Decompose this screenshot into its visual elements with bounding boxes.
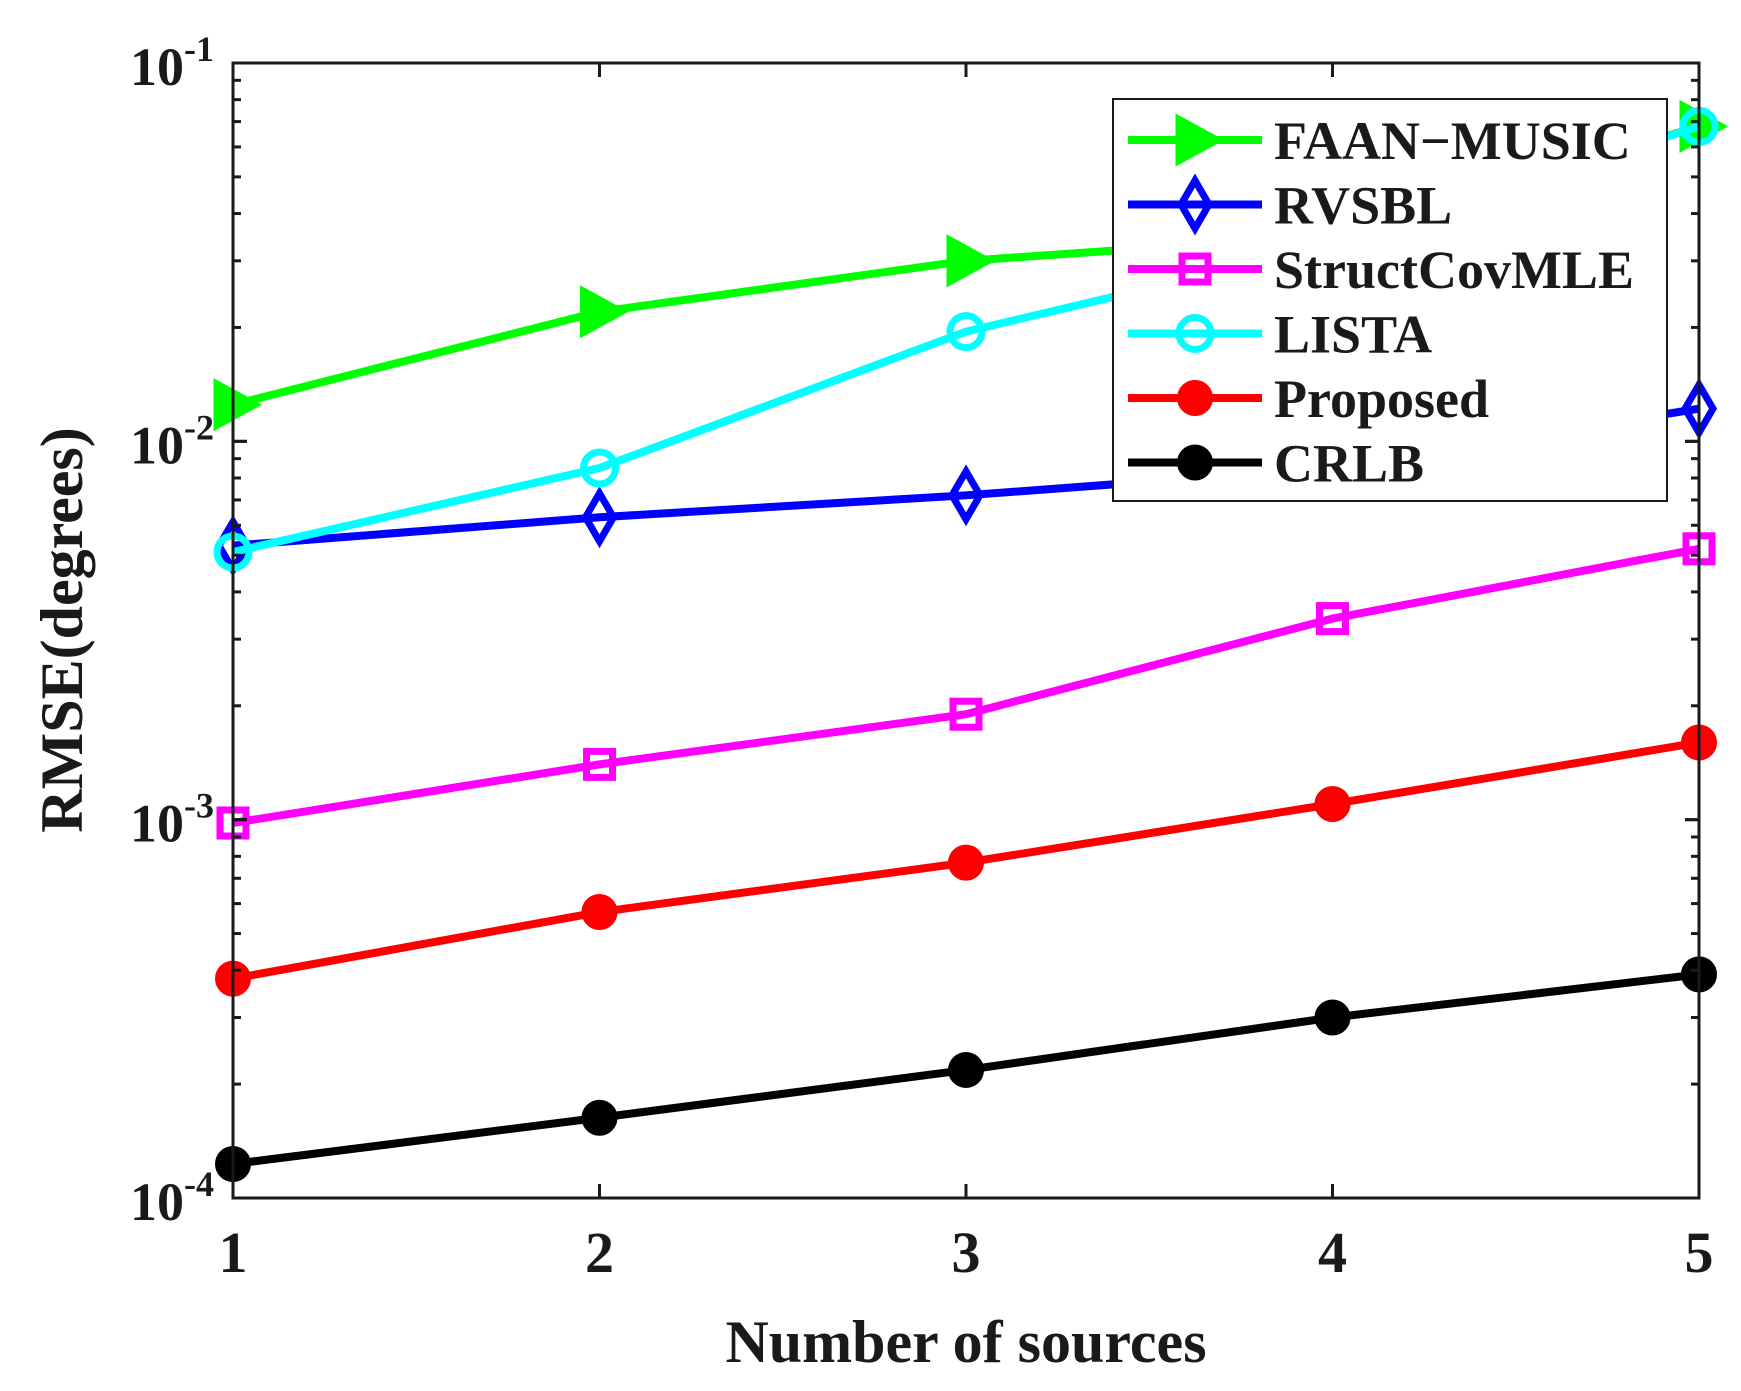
y-tick-exponent: -1 [184,29,214,69]
legend-label-structcovmle: StructCovMLE [1274,240,1634,300]
legend-marker-structcovmle [1178,252,1212,286]
data-point-crlb-2 [581,1099,618,1136]
legend-marker-proposed [1177,380,1213,416]
data-point-rvsbl-3 [947,464,985,527]
y-tick-label-4: 10-4 [130,1164,214,1232]
x-tick-label-4: 4 [1318,1220,1347,1285]
data-point-crlb-4 [1314,999,1351,1036]
data-point-faan-music-3 [946,234,996,288]
legend-marker-faan-music [1175,113,1225,167]
legend-label-proposed: Proposed [1274,369,1489,429]
data-point-lista-2 [580,448,619,488]
x-tick-label-5: 5 [1685,1220,1714,1285]
legend-items: FAAN−MUSICRVSBLStructCovMLELISTAProposed… [1128,111,1634,494]
data-point-proposed-2 [581,894,618,931]
legend-item-faan-music: FAAN−MUSIC [1128,111,1631,171]
data-point-rvsbl-2 [581,486,618,549]
x-tick-label-1: 1 [219,1220,248,1285]
data-point-faan-music-2 [580,285,629,339]
data-point-structcovmle-2 [583,747,616,781]
x-tick-label-3: 3 [952,1220,981,1285]
legend-label-rvsbl: RVSBL [1274,176,1452,236]
data-point-structcovmle-3 [949,697,983,731]
legend-item-rvsbl: RVSBL [1128,173,1452,236]
y-tick-base: 10 [130,37,184,97]
y-tick-label-3: 10-3 [130,786,214,854]
legend-label-faan-music: FAAN−MUSIC [1274,111,1631,171]
x-tick-label-2: 2 [585,1220,614,1285]
data-point-crlb-3 [948,1051,984,1088]
legend-label-lista: LISTA [1274,305,1432,365]
legend-item-lista: LISTA [1128,305,1432,365]
x-axis-title: Number of sources [725,1309,1206,1375]
legend-box [1112,98,1668,502]
data-point-proposed-4 [1314,786,1351,823]
data-point-proposed-3 [948,844,984,881]
y-tick-label-1: 10-1 [130,29,214,97]
y-tick-exponent: -3 [184,786,214,826]
legend-item-structcovmle: StructCovMLE [1128,240,1634,300]
y-tick-base: 10 [130,794,184,854]
series-line-structcovmle [232,544,1700,827]
x-tick-labels: 1 2 3 4 5 [219,1220,1714,1285]
legend-label-crlb: CRLB [1274,434,1424,494]
y-tick-labels: 10-110-210-310-4 [130,29,214,1232]
series-crlb [215,956,1717,1182]
data-point-lista-3 [946,312,986,352]
y-tick-base: 10 [130,415,184,475]
legend-item-crlb: CRLB [1128,434,1424,494]
legend-marker-rvsbl [1176,173,1214,236]
legend-marker-crlb [1177,444,1213,481]
legend-item-proposed: Proposed [1128,369,1489,429]
y-tick-label-2: 10-2 [130,407,214,475]
y-tick-base: 10 [130,1172,184,1232]
legend-marker-lista [1175,314,1215,353]
y-axis-title: RMSE(degrees) [29,427,95,832]
legend: FAAN−MUSICRVSBLStructCovMLELISTAProposed… [1112,98,1668,502]
data-point-structcovmle-4 [1316,602,1349,636]
y-tick-exponent: -4 [184,1164,214,1204]
y-tick-exponent: -2 [184,407,214,447]
data-point-faan-music-1 [213,378,263,432]
axis-ticks [231,61,1701,1200]
